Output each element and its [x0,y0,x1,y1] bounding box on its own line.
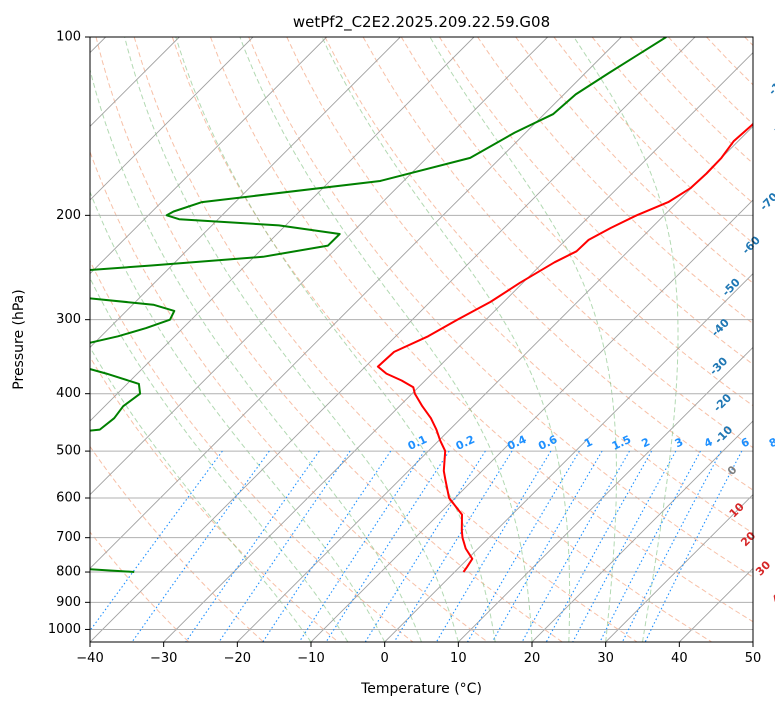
moist-adiabat [239,37,533,642]
skewed-isotherm [531,420,753,642]
skewed-isotherm [90,37,622,569]
y-tick-label: 1000 [48,622,81,637]
dry-adiabat [133,37,638,642]
y-tick-label: 500 [56,444,81,459]
skewed-isotherm [90,37,696,642]
dry-adiabat [90,445,264,642]
y-tick-label: 300 [56,312,81,327]
dry-adiabat [171,37,712,642]
x-tick-label: 40 [671,651,688,666]
dry-adiabat [90,150,488,642]
moist-adiabat [175,37,496,642]
mixing-ratio-line [218,450,351,642]
moist-adiabat [429,37,617,642]
y-tick-label: 100 [56,30,81,45]
chart-title: wetPf2_C2E2.2025.209.22.59.G08 [293,13,550,32]
skewed-isotherm [605,494,753,642]
temperature-profile [376,122,753,573]
mixing-ratio-line [262,450,392,642]
x-tick-label: 10 [450,651,467,666]
mixing-ratio-line [364,450,486,642]
axis-ticks: −40 −30 −20 −10 0 10 20 30 40 50 100 200 300 400 500 60… [48,30,761,667]
mixing-ratio-line [298,450,425,642]
dry-adiabat [438,37,753,366]
x-tick-label: −20 [224,651,251,666]
x-tick-label: −40 [76,651,103,666]
dry-adiabat [515,37,753,284]
y-tick-label: 700 [56,530,81,545]
dry-adiabat [90,259,414,642]
skewed-isotherm [310,199,753,642]
isoline-label: -90 [770,111,775,134]
mixing-ratio-line [644,450,743,642]
dry-adiabat [90,531,190,642]
mixing-ratio-line [393,450,513,642]
mixing-ratio-line [572,450,677,642]
isoline-label: 40 [770,586,775,606]
dry-adiabat [477,37,753,325]
profile-lines [90,37,753,573]
x-tick-label: 50 [745,651,762,666]
skewed-isotherm [90,37,327,275]
skewed-isotherm [90,37,254,201]
mixing-ratio-line [599,450,701,642]
dry-adiabat [90,356,339,642]
skewed-isotherm [90,37,548,496]
dry-adiabat [400,37,753,407]
y-tick-label: 800 [56,565,81,580]
skewed-isotherm [458,346,753,642]
plot-frame [89,36,754,643]
moist-adiabat [573,37,679,642]
x-tick-label: −10 [297,651,324,666]
y-axis-label: Pressure (hPa) [11,289,27,389]
moist-adiabat [90,67,422,642]
moist-adiabat [90,277,349,642]
y-tick-label: 200 [56,208,81,223]
moist-adiabat [90,190,386,642]
skewed-isotherm [90,37,401,348]
mixing-ratio-line [545,450,653,642]
x-tick-label: −30 [150,651,177,666]
y-tick-label: 900 [56,595,81,610]
skewed-isotherm [90,37,475,422]
mixing-ratio-line [491,450,603,642]
dry-adiabat [286,37,753,534]
mixing-ratio-line [185,450,320,642]
mixing-ratio-line [621,450,722,642]
dry-adiabat [210,37,753,623]
moist-adiabat [124,37,459,642]
mixing-ratio-line [90,450,223,632]
x-tick-label: 0 [381,651,389,666]
mixing-ratio-line [131,450,270,642]
skewed-isotherm [237,125,753,642]
mixing-ratio-line [521,450,630,642]
dry-adiabat [248,37,753,578]
y-tick-label: 600 [56,491,81,506]
mixing-ratio-label: 8 [767,435,775,450]
x-tick-label: 20 [524,651,541,666]
y-tick-label: 400 [56,386,81,401]
skewed-isotherm [163,52,753,642]
dry-adiabat [95,37,563,642]
background-lines [90,37,753,642]
skewed-isotherm [384,273,753,642]
isoline-label: -100 [766,69,775,98]
dry-adiabat [324,37,753,491]
x-axis-label: Temperature (°C) [360,681,482,697]
x-tick-label: 30 [597,651,614,666]
moist-adiabat [321,37,571,642]
dewpoint-profile [90,37,667,573]
dry-adiabat [362,37,753,449]
